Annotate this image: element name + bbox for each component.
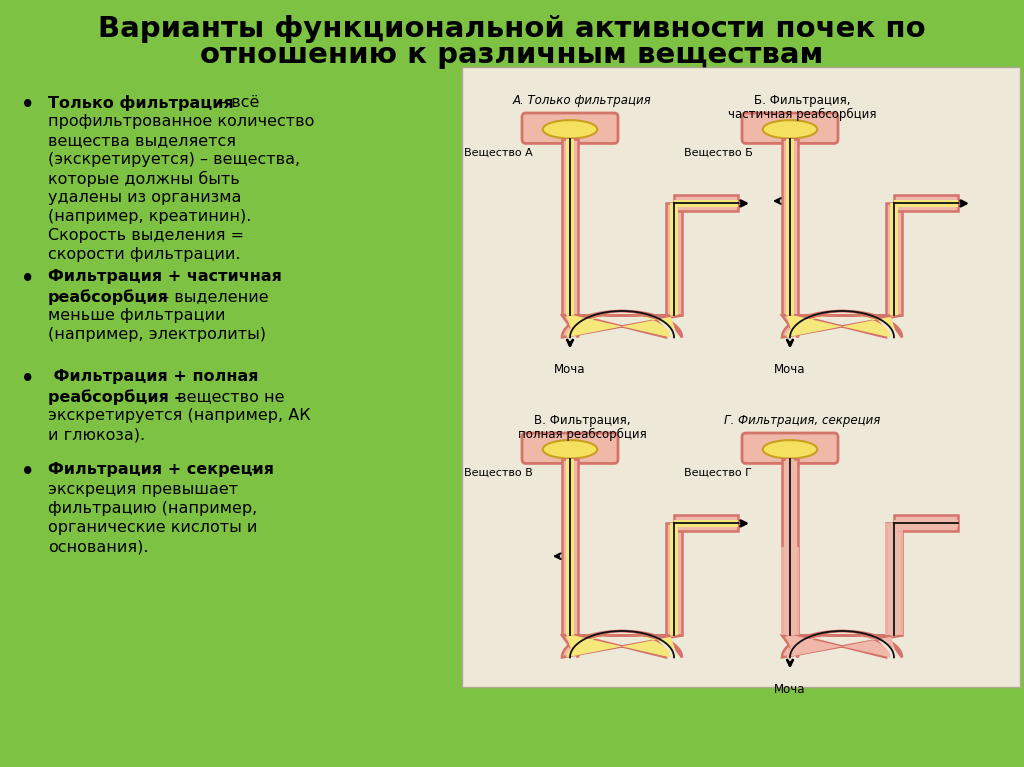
Text: меньше фильтрации: меньше фильтрации (48, 308, 225, 323)
Text: реабсорбция –: реабсорбция – (48, 389, 182, 405)
Polygon shape (562, 311, 682, 337)
Bar (562, 140, 578, 315)
Text: Б. Фильтрация,: Б. Фильтрация, (754, 94, 850, 107)
Ellipse shape (763, 120, 817, 139)
Text: Вещество Г: Вещество Г (684, 467, 752, 477)
Text: и глюкоза).: и глюкоза). (48, 427, 145, 442)
Polygon shape (562, 631, 682, 657)
Text: удалены из организма: удалены из организма (48, 190, 242, 205)
Text: Варианты функциональной активности почек по: Варианты функциональной активности почек… (98, 15, 926, 43)
Bar (886, 203, 902, 315)
Bar (674, 520, 738, 527)
Polygon shape (782, 631, 902, 657)
FancyBboxPatch shape (522, 113, 618, 143)
Bar (674, 196, 738, 212)
Bar (886, 523, 902, 635)
Bar (566, 140, 573, 315)
Text: Моча: Моча (554, 364, 586, 377)
Ellipse shape (543, 440, 597, 459)
Text: Фильтрация + секреция: Фильтрация + секреция (48, 462, 274, 477)
Text: •: • (22, 369, 35, 389)
Text: •: • (22, 462, 35, 482)
Text: отношению к различным веществам: отношению к различным веществам (201, 41, 823, 69)
Text: реабсорбция: реабсорбция (48, 289, 169, 304)
Text: частичная реабсорбция: частичная реабсорбция (728, 108, 877, 121)
Text: вещество не: вещество не (172, 389, 285, 404)
Text: Моча: Моча (774, 364, 806, 377)
Polygon shape (566, 315, 678, 337)
Text: Г. Фильтрация, секреция: Г. Фильтрация, секреция (724, 414, 881, 427)
Text: Вещество Б: Вещество Б (684, 147, 753, 157)
Text: (экскретируется) – вещества,: (экскретируется) – вещества, (48, 152, 300, 167)
Polygon shape (786, 635, 898, 657)
Bar (894, 199, 958, 207)
Text: фильтрацию (например,: фильтрацию (например, (48, 501, 257, 516)
Text: органические кислоты и: органические кислоты и (48, 520, 257, 535)
Text: экскретируется (например, АК: экскретируется (например, АК (48, 408, 310, 423)
Bar (666, 203, 682, 315)
Bar (671, 203, 678, 315)
Text: Вещество В: Вещество В (464, 467, 532, 477)
Bar (786, 459, 794, 635)
FancyBboxPatch shape (522, 433, 618, 463)
Bar (782, 140, 798, 315)
FancyBboxPatch shape (742, 433, 838, 463)
Text: экскреция превышает: экскреция превышает (48, 482, 239, 497)
Bar (462, 67, 1020, 687)
Text: которые должны быть: которые должны быть (48, 171, 240, 187)
Ellipse shape (543, 120, 597, 139)
Bar (885, 523, 903, 635)
Polygon shape (566, 635, 678, 657)
Bar (894, 515, 958, 532)
Text: скорости фильтрации.: скорости фильтрации. (48, 247, 241, 262)
FancyBboxPatch shape (742, 113, 838, 143)
Ellipse shape (763, 440, 817, 459)
Text: (например, электролиты): (например, электролиты) (48, 327, 266, 342)
Bar (566, 459, 573, 635)
Bar (781, 548, 799, 635)
Text: Фильтрация + полная: Фильтрация + полная (48, 369, 258, 384)
Text: -: - (246, 462, 257, 477)
Text: А. Только фильтрация: А. Только фильтрация (513, 94, 651, 107)
Bar (674, 515, 738, 532)
Text: профильтрованное количество: профильтрованное количество (48, 114, 314, 129)
Bar (894, 196, 958, 212)
Text: – выделение: – выделение (156, 289, 268, 304)
Bar (671, 523, 678, 635)
Text: (например, креатинин).: (например, креатинин). (48, 209, 251, 224)
Bar (782, 459, 798, 635)
Bar (891, 523, 898, 635)
Text: Фильтрация + частичная: Фильтрация + частичная (48, 269, 282, 284)
Text: В. Фильтрация,: В. Фильтрация, (534, 414, 630, 427)
Bar (786, 140, 794, 315)
Text: Скорость выделения =: Скорость выделения = (48, 228, 244, 243)
Bar (562, 459, 578, 635)
Bar (891, 203, 898, 315)
Bar (666, 523, 682, 635)
Text: Вещество А: Вещество А (464, 147, 532, 157)
Bar (674, 199, 738, 207)
Text: •: • (22, 95, 35, 115)
Text: – всё: – всё (213, 95, 259, 110)
Polygon shape (786, 315, 898, 337)
Polygon shape (782, 311, 902, 337)
Text: основания).: основания). (48, 539, 148, 554)
Text: Только фильтрация: Только фильтрация (48, 95, 233, 111)
Text: Моча: Моча (774, 683, 806, 696)
Bar (894, 520, 958, 527)
Text: полная реабсорбция: полная реабсорбция (517, 428, 646, 441)
Text: •: • (22, 269, 35, 289)
Text: вещества выделяется: вещества выделяется (48, 133, 236, 148)
